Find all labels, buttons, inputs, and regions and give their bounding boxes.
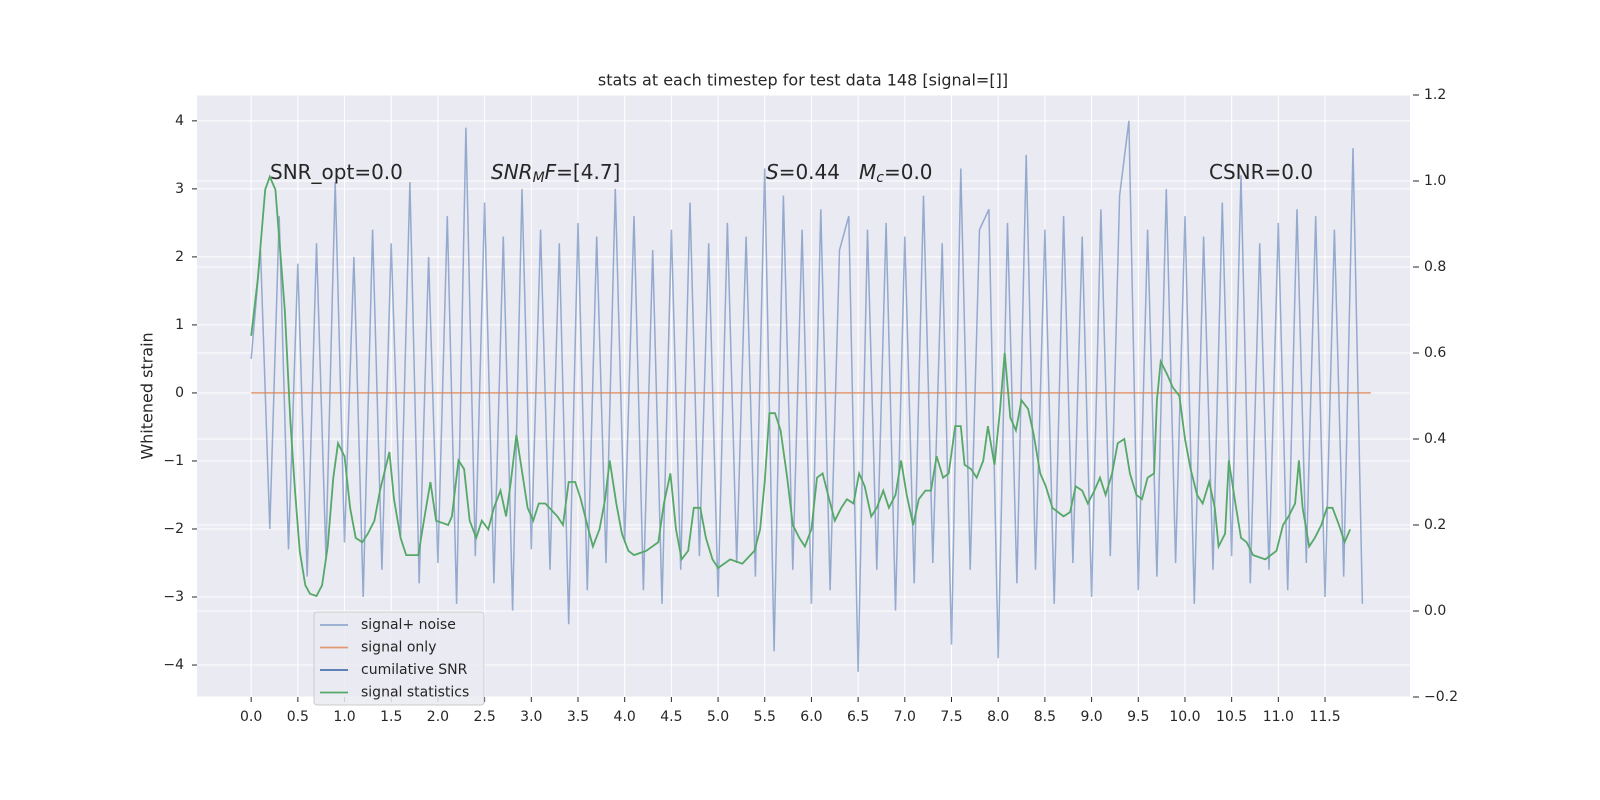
y-tick-label: 3	[175, 181, 184, 197]
y-tick-label: 2	[175, 249, 184, 265]
annotation-part: c	[876, 170, 884, 186]
annotation-part: =0.44	[779, 160, 840, 184]
x-tick-label: 10.0	[1169, 709, 1200, 725]
y-tick-label: −1	[163, 453, 184, 469]
x-tick-label: 2.0	[427, 709, 449, 725]
x-tick-label: 7.0	[894, 709, 916, 725]
x-tick-label: 11.0	[1263, 709, 1294, 725]
annotation: SNR_opt=0.0	[270, 160, 403, 184]
x-tick-label: 1.5	[380, 709, 402, 725]
annotation-part: S	[766, 160, 779, 184]
y-tick-label: −2	[163, 521, 184, 537]
x-tick-label: 4.5	[660, 709, 682, 725]
y-tick-label: 4	[175, 113, 184, 129]
series-line	[250, 174, 1352, 598]
legend-label: cumilative SNR	[361, 662, 468, 678]
y-tick-label: 0	[175, 385, 184, 401]
y2-tick-label: 0.2	[1424, 517, 1446, 533]
y-tick-label: 1	[175, 317, 184, 333]
series-line	[250, 120, 1364, 672]
x-tick-label: 6.0	[800, 709, 822, 725]
y2-tick-label: 0.0	[1424, 603, 1446, 619]
legend-label: signal statistics	[361, 685, 469, 701]
y2-tick-label: 0.6	[1424, 345, 1446, 361]
x-tick-label: 1.0	[333, 709, 355, 725]
y-tick-label: −4	[163, 657, 184, 673]
x-tick-label: 7.5	[940, 709, 962, 725]
y-tick-label: −3	[163, 589, 184, 605]
y2-tick-label: 1.0	[1424, 173, 1446, 189]
annotation-part: CSNR=0.0	[1209, 160, 1313, 184]
x-tick-label: 9.5	[1127, 709, 1149, 725]
annotation: SNRMF=[4.7]	[491, 160, 620, 187]
axes: 0.0 0.5 1.0 1.5 2.0 2.5 3.0 3.5 4.0 4.5 5.0 5.5 6.0 6…	[163, 87, 1458, 725]
x-tick-label: 4.0	[614, 709, 636, 725]
legend: signal+ noise signal only cumilative SNR si…	[313, 611, 485, 706]
x-tick-label: 3.5	[567, 709, 589, 725]
annotation-part: M	[533, 170, 545, 186]
annotation-part: SNR	[491, 160, 533, 184]
x-tick-label: 0.0	[240, 709, 262, 725]
y-axis-label: Whitened strain	[138, 332, 157, 459]
y2-tick-label: 0.8	[1424, 259, 1446, 275]
annotation-part: M	[859, 160, 876, 184]
x-tick-label: 3.0	[520, 709, 542, 725]
x-tick-label: 2.5	[473, 709, 495, 725]
x-tick-label: 8.0	[987, 709, 1009, 725]
x-tick-label: 10.5	[1216, 709, 1247, 725]
annotation-part: =0.0	[884, 160, 933, 184]
annotation-part: =[4.7]	[556, 160, 620, 184]
legend-label: signal only	[361, 640, 436, 656]
x-tick-label: 8.5	[1034, 709, 1056, 725]
x-tick-label: 0.5	[287, 709, 309, 725]
x-tick-label: 5.5	[754, 709, 776, 725]
annotation: CSNR=0.0	[1209, 160, 1313, 184]
y2-tick-label: 0.4	[1424, 431, 1446, 447]
marks	[250, 120, 1371, 672]
y2-tick-label: 1.2	[1424, 87, 1446, 103]
annotation-part: SNR_opt=0.0	[270, 160, 403, 184]
x-tick-label: 6.5	[847, 709, 869, 725]
y2-tick-label: −0.2	[1424, 689, 1458, 705]
x-tick-label: 5.0	[707, 709, 729, 725]
annotation: S=0.44	[766, 160, 840, 184]
x-tick-label: 9.0	[1080, 709, 1102, 725]
legend-box	[313, 611, 485, 706]
chart-title: stats at each timestep for test data 148…	[598, 71, 1008, 90]
legend-label: signal+ noise	[361, 617, 456, 633]
x-tick-label: 11.5	[1309, 709, 1340, 725]
annotation: Mc=0.0	[859, 160, 933, 187]
annotation-part: F	[545, 160, 557, 184]
annotations: SNR_opt=0.0 SNRMF=[4.7] S=0.44 Mc=0.0 CSNR=0…	[270, 160, 1313, 187]
